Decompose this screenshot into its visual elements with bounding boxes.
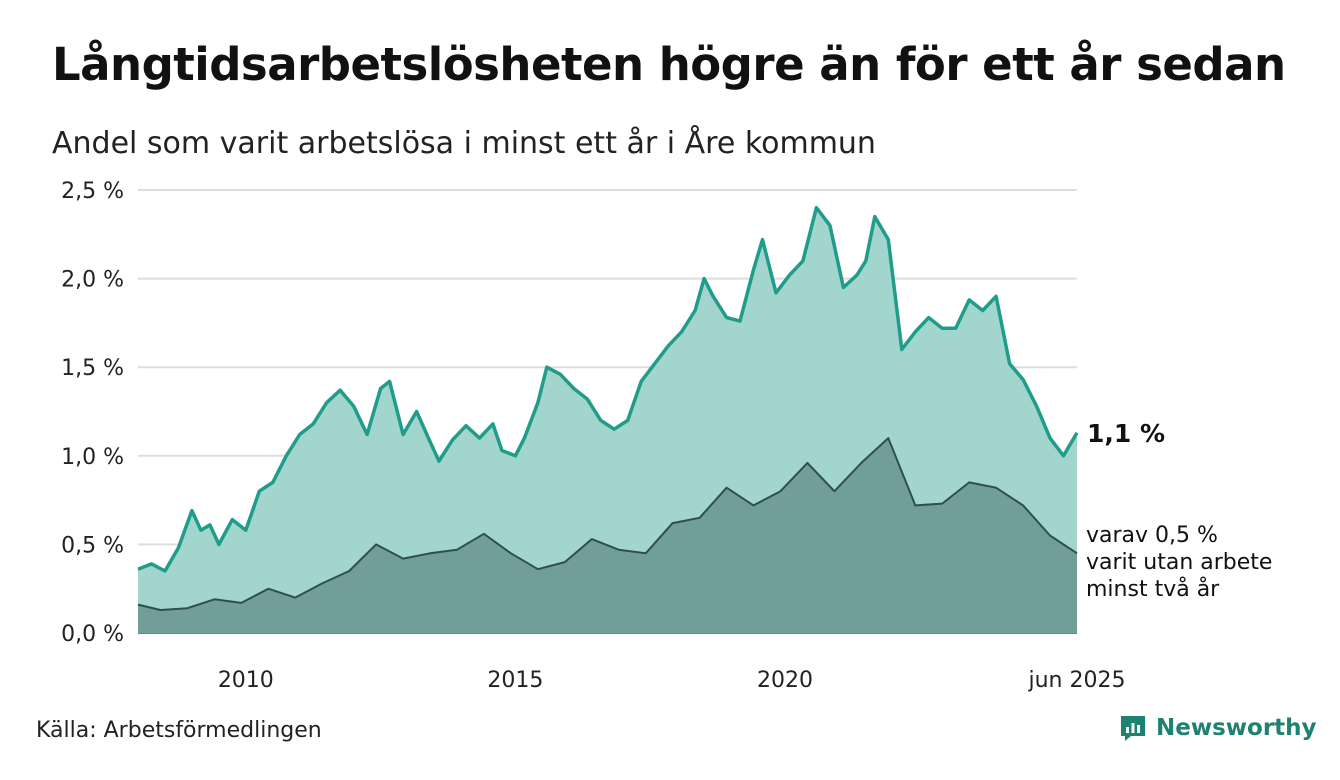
y-axis: 0,0 % 0,5 % 1,0 % 1,5 % 2,0 % 2,5 % [61,179,124,647]
x-tick-label: 2010 [218,668,274,693]
source-note: Källa: Arbetsförmedlingen [36,718,322,743]
series-total-label: 1,1 % [1087,419,1165,448]
chart-title: Långtidsarbetslösheten högre än för ett … [52,38,1286,91]
y-tick-label: 1,5 % [61,356,124,381]
chart-subtitle: Andel som varit arbetslösa i minst ett å… [52,126,876,161]
series-long-label-line: minst två år [1086,576,1220,602]
x-tick-label: 2015 [487,668,543,693]
series-long-label-line: varit utan arbete [1086,550,1272,575]
x-tick-label: jun 2025 [1028,668,1126,693]
series-line-1 [137,205,1079,573]
series-long-label-line: varav 0,5 % [1086,523,1218,548]
area-layer [137,205,1079,633]
x-tick-label: 2020 [757,668,813,693]
brand-name: Newsworthy [1156,715,1317,741]
brand-logo: Newsworthy [1118,713,1317,743]
series-line-2 [137,437,1078,611]
y-tick-label: 0,0 % [61,622,124,647]
y-tick-label: 2,0 % [61,268,124,293]
y-tick-label: 0,5 % [61,533,124,558]
series-area-2 [138,438,1077,633]
y-tick-label: 1,0 % [61,445,124,470]
y-tick-label: 2,5 % [61,179,124,204]
x-axis: 2010 2015 2020 jun 2025 [218,668,1126,693]
newsworthy-logo-icon [1121,716,1145,741]
